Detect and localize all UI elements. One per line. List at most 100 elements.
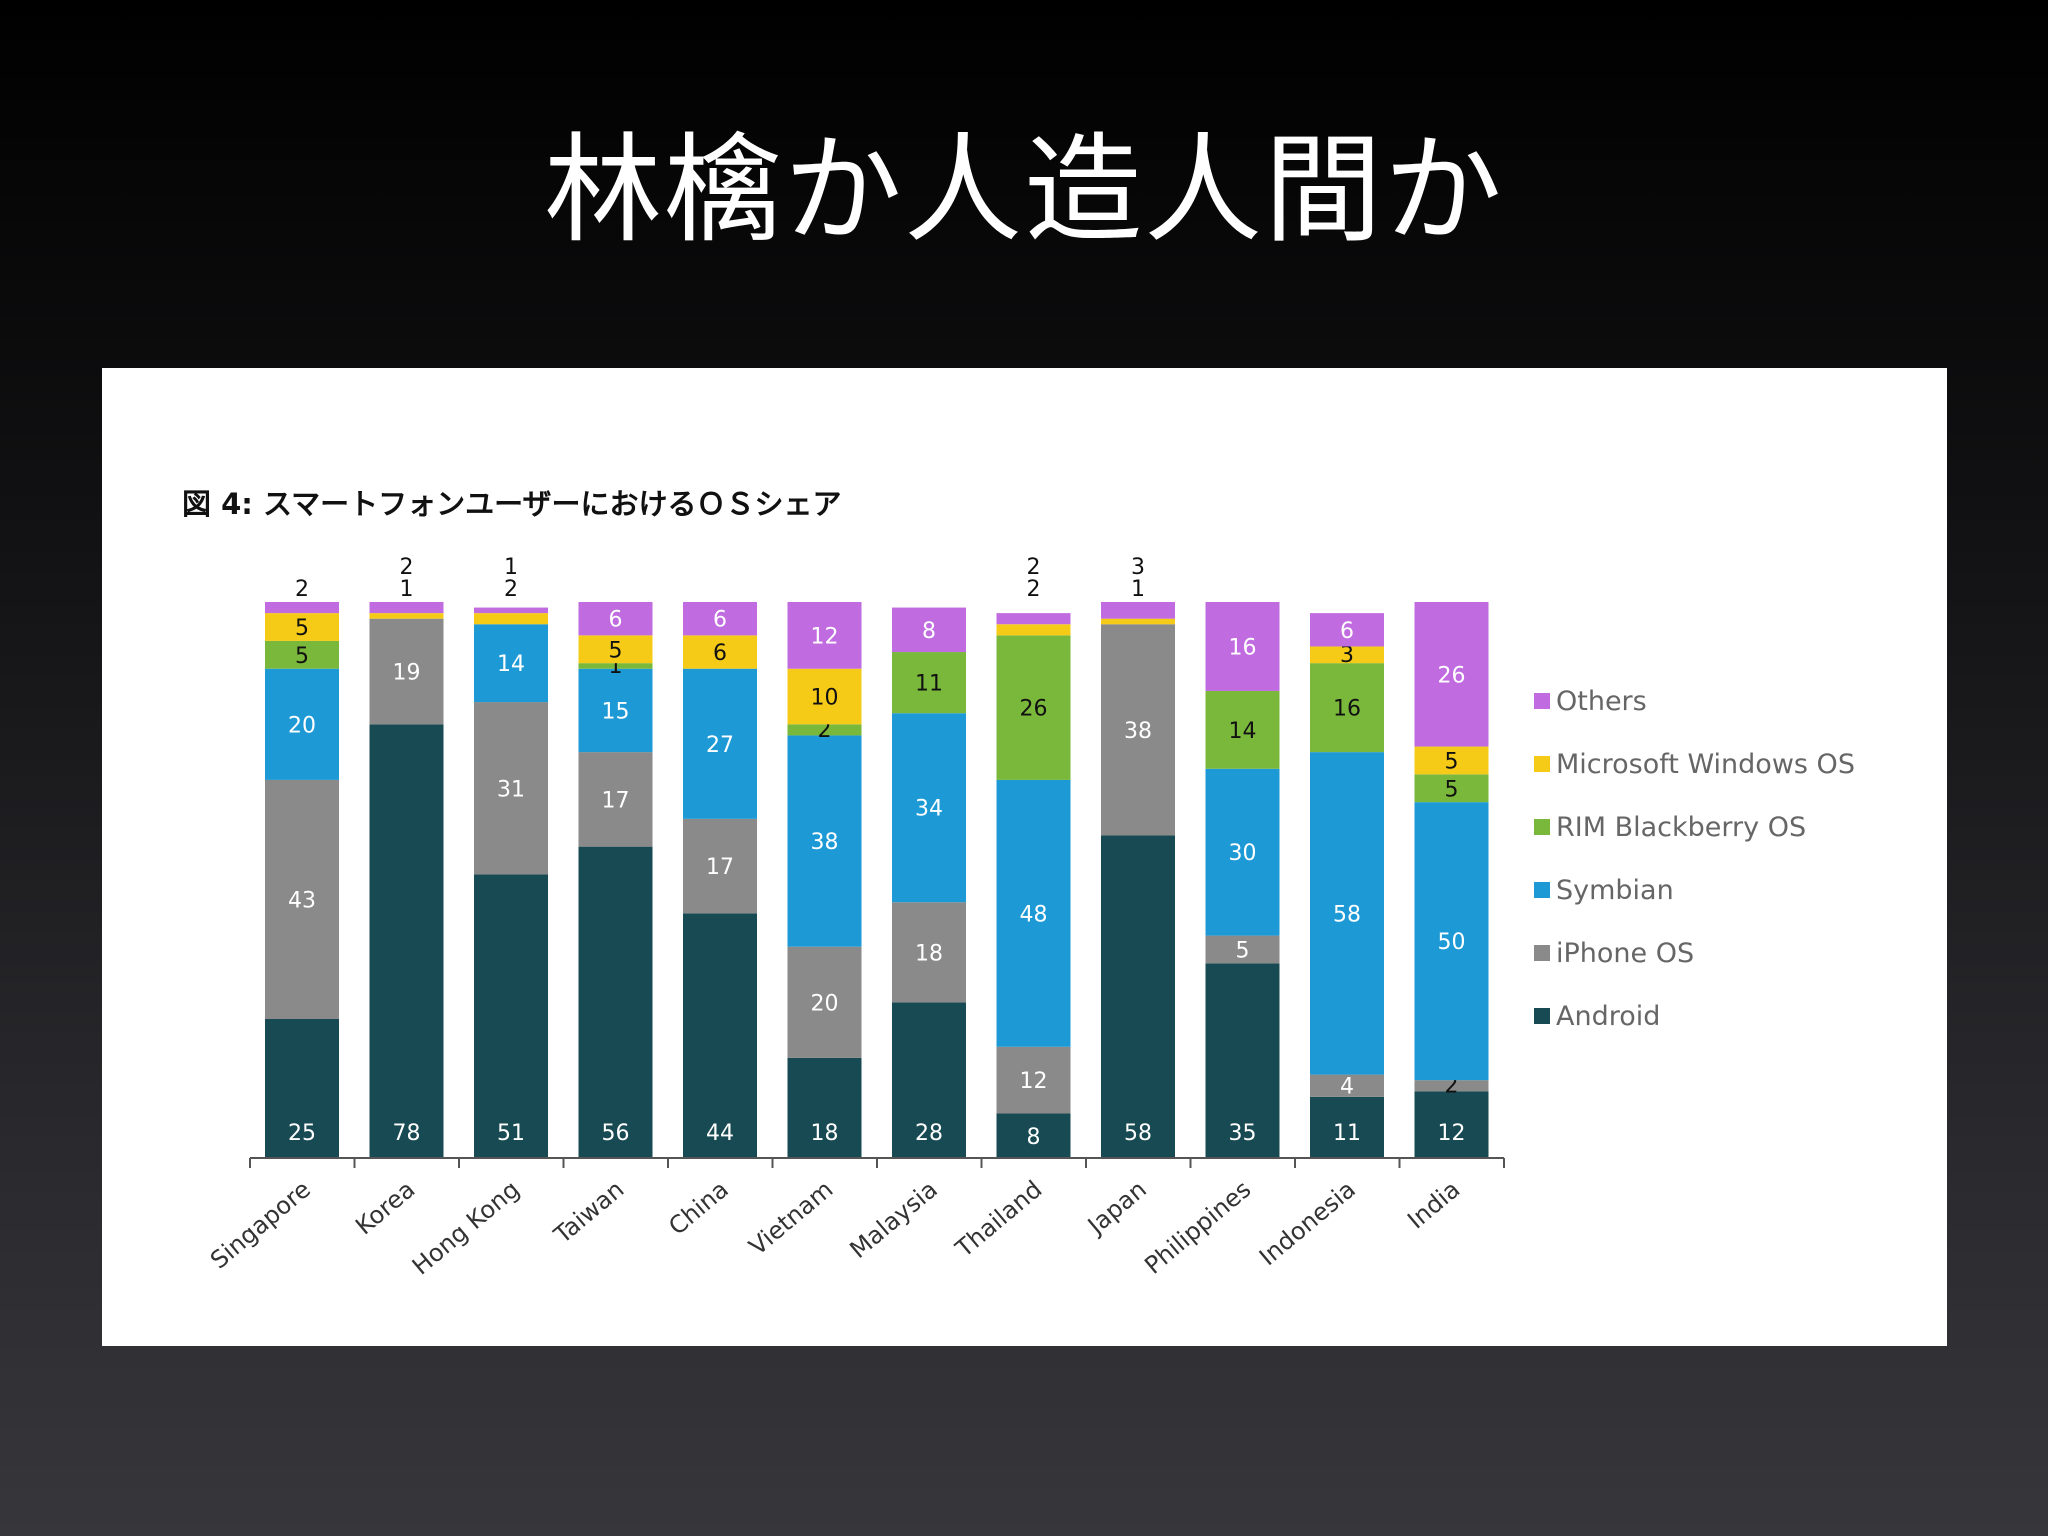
bar-taiwan-others: [578, 602, 653, 636]
tick-label-hong-kong: Hong Kong: [407, 1175, 525, 1280]
data-label-thailand-others: 2: [1027, 555, 1041, 580]
bar-korea-others: [369, 602, 444, 614]
data-label-taiwan-android: 56: [602, 1121, 630, 1146]
data-label-malaysia-android: 28: [915, 1121, 943, 1146]
bar-japan-iphone-os: [1101, 624, 1175, 836]
data-label-malaysia-rim-blackberry-os: 11: [915, 672, 943, 697]
bar-hong-kong-iphone-os: [474, 702, 548, 875]
bar-vietnam-symbian: [787, 735, 862, 947]
data-label-thailand-microsoft-windows-os: 2: [1027, 577, 1041, 602]
legend-swatch-microsoft-windows-os: [1534, 756, 1550, 772]
bar-malaysia-rim-blackberry-os: [892, 652, 966, 714]
legend-label-microsoft-windows-os: Microsoft Windows OS: [1556, 749, 1855, 780]
legend-swatch-rim-blackberry-os: [1534, 819, 1550, 835]
data-label-hong-kong-android: 51: [497, 1121, 525, 1146]
tick-label-indonesia: Indonesia: [1254, 1175, 1361, 1271]
bar-singapore-symbian: [265, 668, 339, 780]
tick-label-thailand: Thailand: [950, 1175, 1048, 1263]
bar-india-rim-blackberry-os: [1414, 774, 1489, 803]
slide-title: 林檎か人造人間か: [543, 121, 1504, 259]
bar-thailand-microsoft-windows-os: [996, 624, 1071, 636]
bar-thailand-rim-blackberry-os: [996, 635, 1071, 780]
bar-china-iphone-os: [683, 818, 757, 914]
bar-singapore-android: [265, 1019, 339, 1158]
bar-taiwan-iphone-os: [578, 752, 653, 847]
data-label-china-android: 44: [706, 1121, 734, 1146]
data-label-korea-others: 2: [400, 555, 414, 580]
bar-malaysia-android: [892, 1002, 966, 1158]
data-label-malaysia-iphone-os: 18: [915, 941, 943, 966]
tick-label-vietnam: Vietnam: [744, 1175, 839, 1261]
data-label-china-symbian: 27: [706, 733, 734, 758]
data-label-singapore-symbian: 20: [288, 713, 316, 738]
bar-thailand-symbian: [996, 779, 1071, 1047]
bar-thailand-others: [996, 613, 1071, 625]
bar-philippines-android: [1205, 963, 1280, 1158]
bar-singapore-others: [265, 602, 339, 614]
tick-label-taiwan: Taiwan: [548, 1175, 629, 1250]
bar-japan-microsoft-windows-os: [1101, 618, 1175, 625]
bar-philippines-symbian: [1205, 768, 1280, 936]
bar-indonesia-android: [1310, 1096, 1384, 1158]
chart-title: 図 4: スマートフォンユーザーにおけるＯＳシェア: [182, 487, 842, 521]
bar-singapore-rim-blackberry-os: [265, 640, 339, 669]
data-label-india-android: 12: [1438, 1121, 1466, 1146]
data-label-taiwan-iphone-os: 17: [602, 788, 630, 813]
bar-taiwan-symbian: [578, 668, 653, 753]
legend-swatch-symbian: [1534, 882, 1550, 898]
data-label-india-others: 26: [1438, 663, 1466, 688]
bar-korea-iphone-os: [369, 618, 444, 725]
data-label-japan-android: 58: [1124, 1121, 1152, 1146]
tick-label-malaysia: Malaysia: [845, 1175, 943, 1264]
bar-indonesia-rim-blackberry-os: [1310, 663, 1384, 753]
data-label-china-iphone-os: 17: [706, 855, 734, 880]
bar-vietnam-android: [787, 1057, 862, 1158]
legend-label-rim-blackberry-os: RIM Blackberry OS: [1556, 812, 1806, 843]
bar-indonesia-others: [1310, 613, 1384, 647]
data-label-vietnam-microsoft-windows-os: 10: [811, 686, 839, 711]
data-label-indonesia-symbian: 58: [1333, 902, 1361, 927]
data-label-china-microsoft-windows-os: 6: [713, 641, 727, 666]
data-label-thailand-rim-blackberry-os: 26: [1020, 697, 1048, 722]
legend-label-others: Others: [1556, 686, 1647, 717]
bar-korea-microsoft-windows-os: [369, 613, 444, 619]
legend-swatch-others: [1534, 693, 1550, 709]
tick-label-china: China: [663, 1175, 734, 1241]
tick-label-india: India: [1402, 1175, 1465, 1234]
legend-swatch-android: [1534, 1008, 1550, 1024]
bar-vietnam-others: [787, 602, 862, 669]
data-label-taiwan-microsoft-windows-os: 5: [609, 638, 623, 663]
data-label-thailand-symbian: 48: [1020, 902, 1048, 927]
legend-label-android: Android: [1556, 1001, 1660, 1032]
bar-singapore-iphone-os: [265, 779, 339, 1019]
bar-philippines-iphone-os: [1205, 935, 1280, 964]
data-label-japan-iphone-os: 38: [1124, 719, 1152, 744]
data-label-thailand-android: 8: [1027, 1125, 1041, 1150]
data-label-hong-kong-microsoft-windows-os: 2: [504, 577, 518, 602]
bar-india-microsoft-windows-os: [1414, 746, 1489, 775]
data-label-philippines-iphone-os: 5: [1236, 939, 1250, 964]
data-label-korea-iphone-os: 19: [393, 661, 421, 686]
legend-label-iphone-os: iPhone OS: [1556, 938, 1694, 969]
data-label-singapore-microsoft-windows-os: 5: [295, 616, 309, 641]
bar-china-android: [683, 913, 757, 1158]
data-label-india-symbian: 50: [1438, 930, 1466, 955]
data-label-india-rim-blackberry-os: 5: [1445, 777, 1459, 802]
data-label-vietnam-others: 12: [811, 624, 839, 649]
tick-label-korea: Korea: [350, 1175, 420, 1240]
bar-taiwan-android: [578, 846, 653, 1158]
bar-hong-kong-symbian: [474, 624, 548, 703]
bar-indonesia-microsoft-windows-os: [1310, 646, 1384, 664]
legend-swatch-iphone-os: [1534, 945, 1550, 961]
data-label-hong-kong-others: 1: [504, 555, 518, 580]
chart-panel: 図 4: スマートフォンユーザーにおけるＯＳシェア 25 43 20 5 5 2 78 19 1…: [102, 368, 1947, 1346]
bar-malaysia-others: [892, 607, 966, 653]
bar-china-others: [683, 602, 757, 636]
data-label-indonesia-microsoft-windows-os: 3: [1340, 643, 1354, 668]
data-label-taiwan-others: 6: [609, 608, 623, 633]
data-label-china-others: 6: [713, 608, 727, 633]
tick-label-singapore: Singapore: [205, 1175, 316, 1274]
data-label-japan-microsoft-windows-os: 1: [1131, 577, 1145, 602]
bar-singapore-microsoft-windows-os: [265, 613, 339, 641]
data-label-indonesia-android: 11: [1333, 1121, 1361, 1146]
